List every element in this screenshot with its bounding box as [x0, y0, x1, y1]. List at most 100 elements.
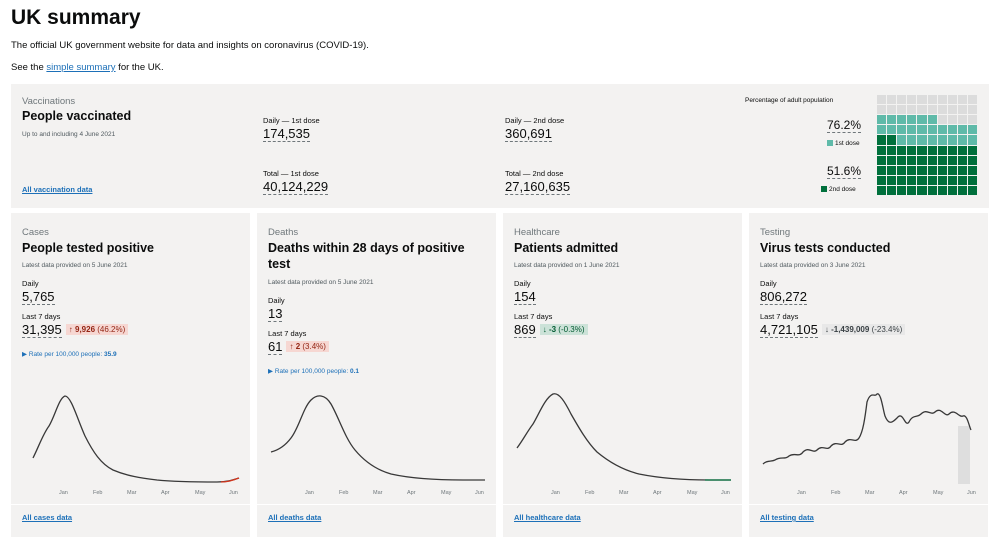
total-first-dose-value[interactable]: 40,124,229 [263, 179, 329, 195]
healthcare-caption: Healthcare [514, 227, 560, 238]
healthcare-change-badge: ↓ -3 (-0.3%) [539, 324, 588, 335]
waffle-cell [947, 115, 957, 125]
waffle-cell [907, 105, 917, 115]
healthcare-daily-value[interactable]: 154 [514, 289, 536, 305]
waffle-cell [897, 185, 907, 195]
testing-daily-value[interactable]: 806,272 [760, 289, 807, 305]
vaccinations-panel: Vaccinations People vaccinated Up to and… [11, 84, 989, 208]
second-dose-swatch [821, 186, 827, 193]
deaths-rate-toggle[interactable]: ▶ Rate per 100,000 people: 0.1 [268, 367, 359, 375]
cases-week-value[interactable]: 31,395 [22, 322, 62, 338]
waffle-cell [877, 125, 887, 135]
cases-date: Latest data provided on 5 June 2021 [22, 262, 128, 269]
triangle-right-icon: ▶ [22, 351, 27, 358]
testing-change-value: -1,439,009 [831, 325, 870, 334]
x-tick-label: May [441, 490, 452, 496]
testing-divider [749, 504, 988, 505]
x-tick-label: May [687, 490, 698, 496]
all-testing-data-link[interactable]: All testing data [760, 513, 814, 522]
waffle-cell [877, 105, 887, 115]
waffle-cell [917, 115, 927, 125]
deaths-change-badge: ↑ 2 (3.4%) [286, 341, 329, 352]
cases-sparkline: Jan Feb Mar Apr May Jun [32, 395, 240, 496]
waffle-cell [897, 105, 907, 115]
deaths-change-value: 2 [295, 342, 301, 351]
daily-second-dose-value[interactable]: 360,691 [505, 126, 552, 142]
waffle-cell [957, 115, 967, 125]
healthcare-card: Healthcare Patients admitted Latest data… [503, 213, 742, 537]
cases-rate-toggle[interactable]: ▶ Rate per 100,000 people: 35.9 [22, 350, 117, 358]
second-dose-percent[interactable]: 51.6% [827, 164, 862, 179]
testing-week-label: Last 7 days [760, 312, 799, 321]
x-tick-label: Jun [721, 490, 730, 496]
all-cases-data-link[interactable]: All cases data [22, 513, 73, 522]
waffle-cell [967, 145, 977, 155]
deaths-date: Latest data provided on 5 June 2021 [268, 279, 374, 286]
waffle-cell [917, 165, 927, 175]
waffle-cell [957, 95, 967, 105]
daily-first-dose-value[interactable]: 174,535 [263, 126, 310, 142]
waffle-cell [927, 125, 937, 135]
x-tick-label: Mar [619, 490, 629, 496]
waffle-cell [907, 95, 917, 105]
deaths-week-label: Last 7 days [268, 329, 307, 338]
x-tick-label: Jan [551, 490, 560, 496]
all-healthcare-data-link[interactable]: All healthcare data [514, 513, 581, 522]
vaccinations-caption: Vaccinations [22, 96, 76, 107]
x-tick-label: Apr [407, 490, 416, 496]
x-tick-label: Jun [967, 490, 976, 496]
x-tick-label: Apr [653, 490, 662, 496]
waffle-cell [957, 175, 967, 185]
vaccinations-heading: People vaccinated [22, 109, 132, 123]
testing-change-percent: (-23.4%) [871, 325, 903, 334]
x-tick-label: Mar [865, 490, 875, 496]
deaths-week-value[interactable]: 61 [268, 339, 283, 355]
testing-daily-label: Daily [760, 279, 777, 288]
cases-change-value: 9,926 [75, 325, 96, 334]
waffle-cell [967, 135, 977, 145]
simple-suffix: for the UK. [115, 62, 164, 73]
healthcare-change-value: -3 [548, 325, 557, 334]
waffle-cell [967, 185, 977, 195]
all-deaths-data-link[interactable]: All deaths data [268, 513, 322, 522]
waffle-cell [887, 145, 897, 155]
waffle-cell [917, 135, 927, 145]
waffle-cell [917, 105, 927, 115]
waffle-cell [967, 115, 977, 125]
testing-daily: Daily 806,272 [760, 279, 807, 306]
x-tick-label: Feb [831, 490, 840, 496]
total-second-dose-value[interactable]: 27,160,635 [505, 179, 571, 195]
second-dose-legend-label: 2nd dose [829, 186, 856, 193]
waffle-cell [937, 115, 947, 125]
cases-daily-value[interactable]: 5,765 [22, 289, 55, 305]
first-dose-percent[interactable]: 76.2% [827, 118, 862, 133]
testing-week-value[interactable]: 4,721,105 [760, 322, 818, 338]
cases-rate-value: 35.9 [104, 351, 117, 358]
healthcare-week-value[interactable]: 869 [514, 322, 536, 338]
testing-sparkline: Jan Feb Mar Apr May Jun [762, 393, 976, 496]
testing-heading: Virus tests conducted [760, 241, 891, 255]
incomplete-data-shading [958, 426, 970, 484]
deaths-change-percent: (3.4%) [302, 342, 326, 351]
waffle-cell [877, 175, 887, 185]
x-tick-label: May [933, 490, 944, 496]
x-tick-label: Mar [127, 490, 137, 496]
waffle-cell [897, 175, 907, 185]
waffle-chart [877, 95, 977, 195]
daily-first-dose-label: Daily — 1st dose [263, 116, 320, 125]
waffle-cell [907, 135, 917, 145]
arrow-up-icon: ↑ [68, 325, 73, 334]
deaths-daily-value[interactable]: 13 [268, 306, 283, 322]
all-vaccination-data-link[interactable]: All vaccination data [22, 185, 93, 194]
waffle-cell [967, 165, 977, 175]
waffle-cell [957, 105, 967, 115]
waffle-cell [887, 185, 897, 195]
simple-summary-link[interactable]: simple summary [46, 62, 116, 73]
x-tick-label: Jan [305, 490, 314, 496]
deaths-heading: Deaths within 28 days of positive test [268, 241, 465, 271]
waffle-cell [897, 95, 907, 105]
healthcare-date: Latest data provided on 1 June 2021 [514, 262, 620, 269]
testing-change-badge: ↓ -1,439,009 (-23.4%) [821, 324, 906, 335]
healthcare-change-percent: (-0.3%) [558, 325, 585, 334]
waffle-cell [947, 145, 957, 155]
